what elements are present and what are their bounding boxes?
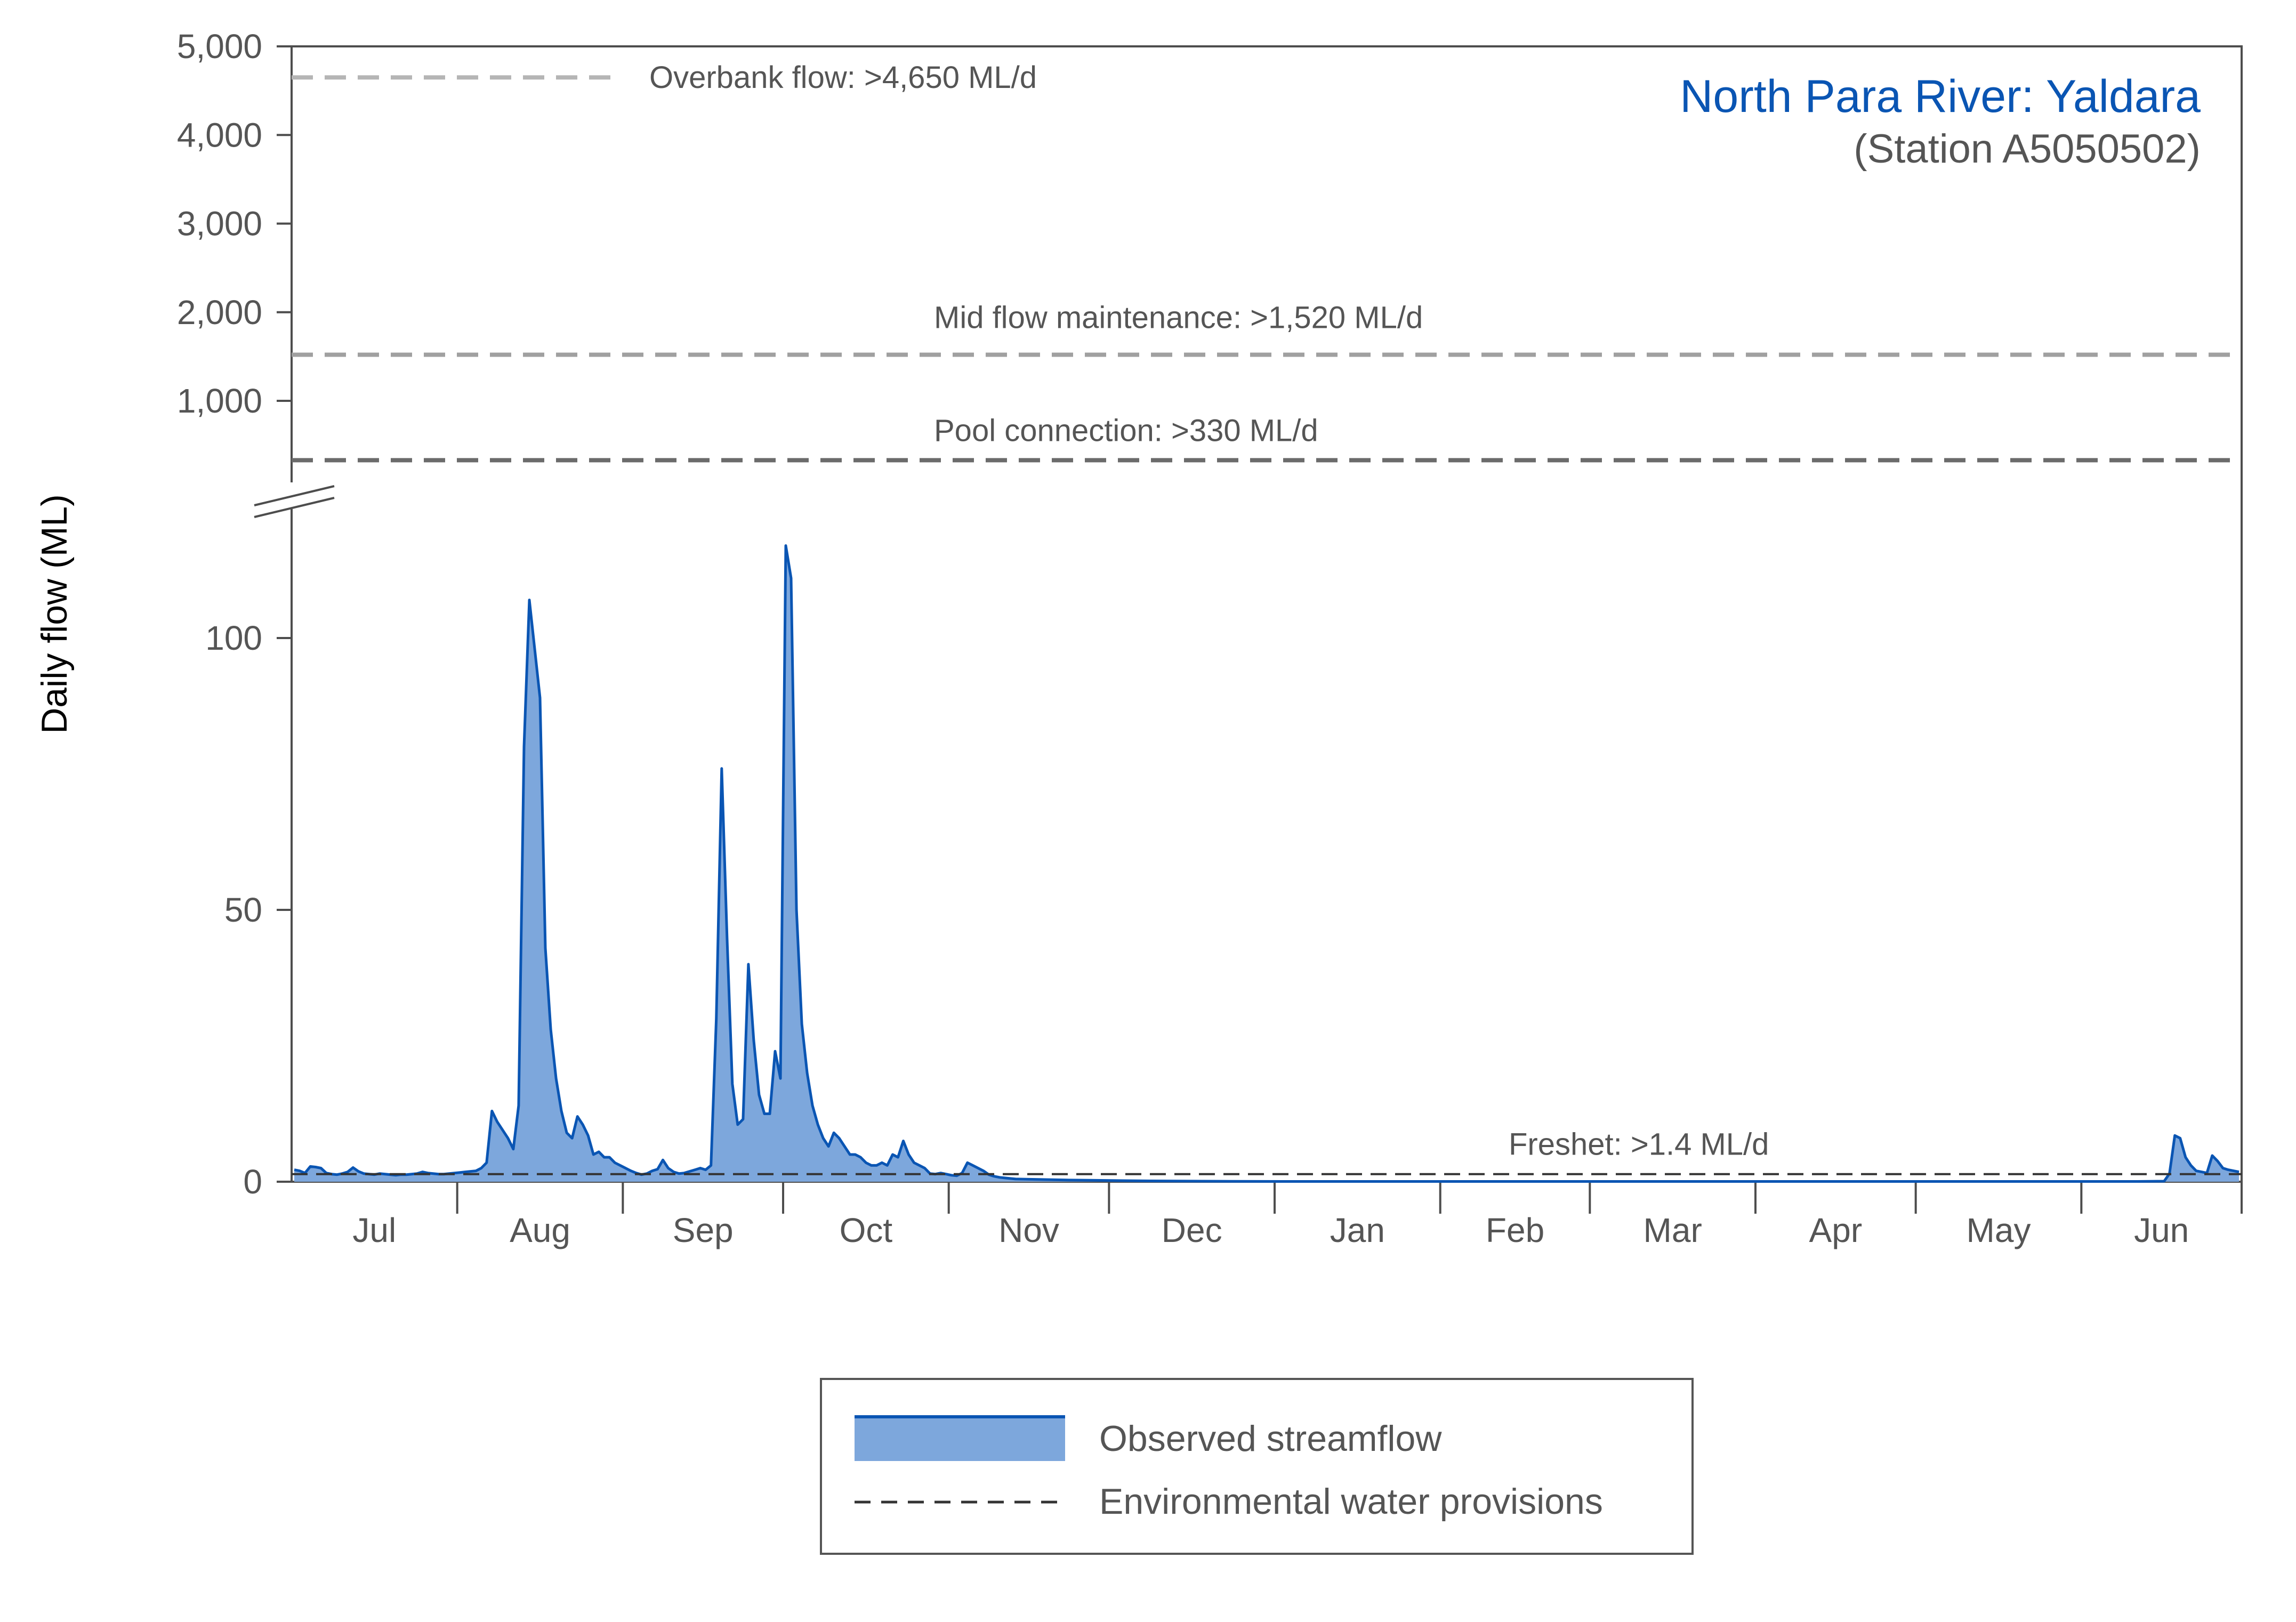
x-tick-label-month: Dec — [1162, 1211, 1222, 1249]
legend-swatch-streamflow — [855, 1417, 1065, 1461]
observed-streamflow-line — [294, 544, 2239, 1183]
threshold-lines: Overbank flow: >4,650 ML/d Mid flow maint… — [292, 60, 2242, 1175]
x-tick-label-month: May — [1967, 1211, 2031, 1249]
chart-subtitle: (Station A5050502) — [1854, 126, 2201, 172]
y-tick-label: 3,000 — [177, 205, 262, 243]
y-tick-label: 5,000 — [177, 27, 262, 66]
y-axis-title: Daily flow (ML) — [34, 494, 75, 734]
legend-box — [820, 1378, 1694, 1555]
x-tick-label-month: Sep — [673, 1211, 734, 1249]
threshold-label-mid-flow: Mid flow maintenance: >1,520 ML/d — [934, 301, 1423, 335]
plot-frame — [291, 45, 2243, 1183]
y-tick-label: 4,000 — [177, 116, 262, 154]
legend-label-provisions: Environmental water provisions — [1099, 1481, 1603, 1522]
threshold-label-pool-connection: Pool connection: >330 ML/d — [934, 413, 1318, 448]
x-tick-label-month: Nov — [998, 1211, 1059, 1249]
legend-label-streamflow: Observed streamflow — [1099, 1418, 1442, 1459]
y-tick-label: 50 — [224, 891, 262, 929]
axis-break-mark-upper — [254, 485, 335, 506]
y-tick-label: 2,000 — [177, 293, 262, 332]
x-tick-label-month: Jul — [352, 1211, 396, 1249]
y-tick-label: 100 — [205, 619, 262, 657]
legend: Observed streamflow Environmental water … — [820, 1378, 1694, 1555]
threshold-label-freshet: Freshet: >1.4 ML/d — [1509, 1127, 1769, 1162]
x-tick-label-month: Jan — [1330, 1211, 1385, 1249]
threshold-label-overbank: Overbank flow: >4,650 ML/d — [649, 60, 1037, 95]
y-axis-ticks: 0 50 100 1,000 2,000 3,000 4,000 5,000 — [177, 27, 292, 1201]
observed-streamflow-area — [294, 545, 2239, 1182]
x-tick-label-month: Feb — [1486, 1211, 1544, 1249]
x-tick-label-month: Oct — [840, 1211, 893, 1249]
x-tick-label-month: Mar — [1644, 1211, 1702, 1249]
x-tick-label-month: Apr — [1809, 1211, 1863, 1249]
y-tick-label: 0 — [243, 1163, 262, 1201]
x-tick-label-month: Jun — [2134, 1211, 2189, 1249]
y-tick-label: 1,000 — [177, 382, 262, 420]
axis-break-mark-lower — [254, 497, 335, 518]
x-tick-label-month: Aug — [510, 1211, 570, 1249]
chart-title: North Para River: Yaldara — [1680, 71, 2201, 122]
x-axis-ticks: Jul Aug Sep Oct Nov Dec Jan Feb Mar Apr May Jun — [352, 1182, 2243, 1249]
